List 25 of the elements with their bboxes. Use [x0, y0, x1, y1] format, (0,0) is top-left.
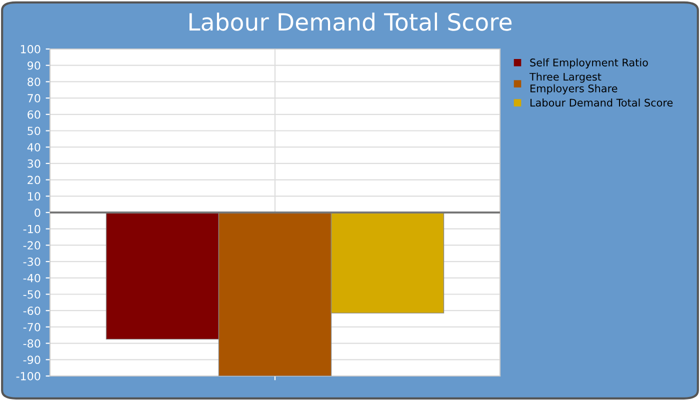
y-tick-label: 60	[28, 110, 40, 119]
y-tick-label: 50	[28, 126, 40, 136]
y-tick-label: -50	[23, 290, 40, 299]
y-tick-label: 80	[28, 78, 40, 86]
y-tick-label: 40	[27, 143, 40, 152]
y-tick-label: -40	[23, 274, 40, 282]
y-tick-label: -10	[23, 224, 40, 234]
y-tick-label: -80	[23, 339, 40, 348]
y-tick-label: -70	[23, 322, 40, 332]
chart-title: Labour Demand Total Score	[190, 12, 512, 31]
y-tick-label: 90	[28, 61, 40, 70]
y-tick-label: 100	[20, 44, 40, 54]
y-tick-label: 70	[28, 94, 40, 102]
y-tick-label: 30	[28, 159, 40, 168]
y-tick-label: -60	[23, 306, 40, 315]
y-tick-label: -100	[16, 372, 40, 380]
legend-label: Self Employment Ratio	[530, 58, 648, 68]
y-tick-label: 20	[28, 176, 40, 184]
legend-label: Three Largest Employers Share	[529, 72, 618, 94]
y-tick-label: 10	[28, 192, 40, 201]
y-tick-label: -20	[23, 241, 40, 250]
legend-label: Labour Demand Total Score	[530, 98, 673, 107]
y-tick-label: 0	[34, 208, 40, 217]
y-tick-label: -90	[23, 356, 40, 364]
y-tick-label: -30	[23, 258, 40, 266]
